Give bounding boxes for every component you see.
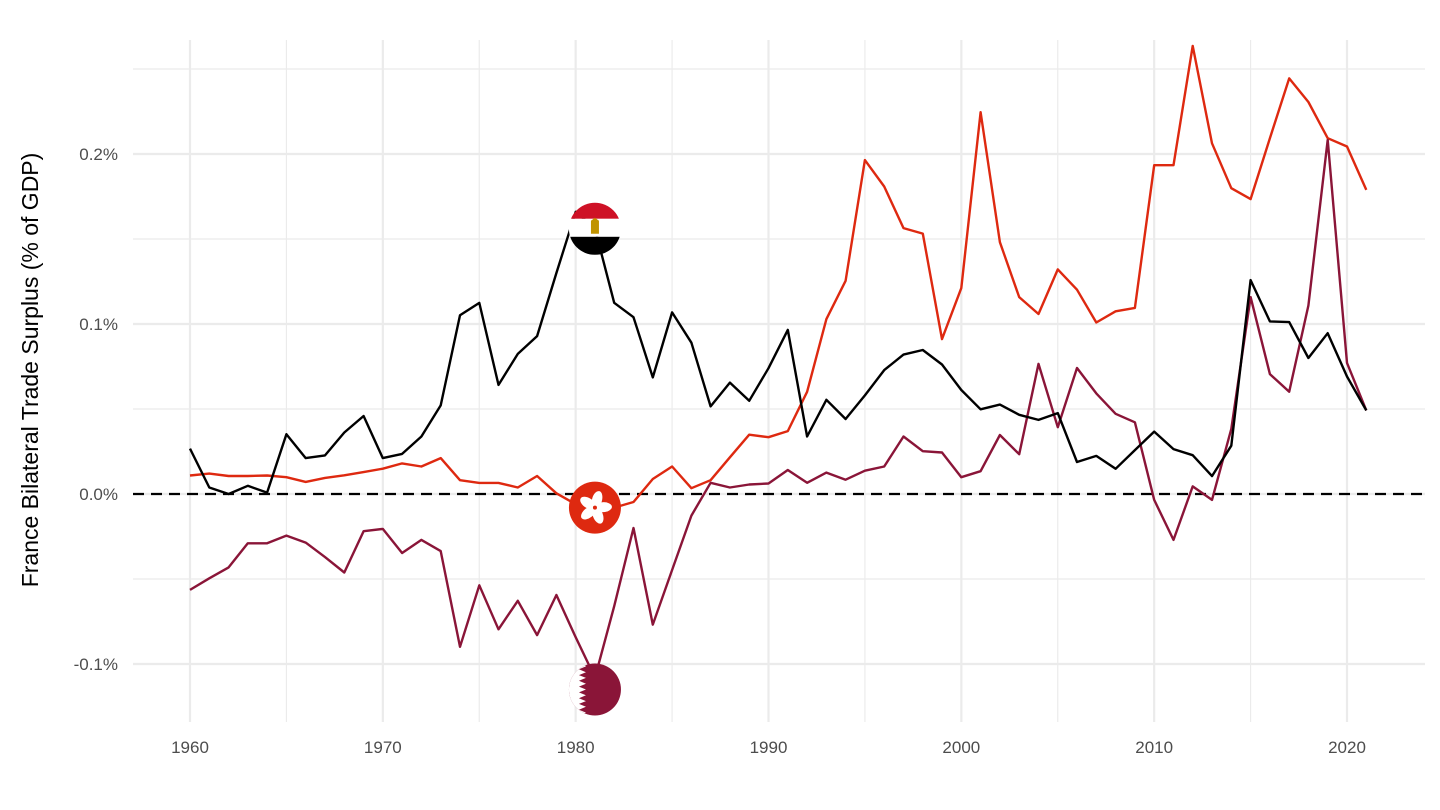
flag-qatar-body <box>568 663 621 716</box>
x-tick-label: 1980 <box>557 738 595 757</box>
flag-hong-kong-icon <box>568 481 621 534</box>
x-tick-label: 1990 <box>750 738 788 757</box>
series-lines <box>188 44 1368 679</box>
bauhinia-center <box>592 505 597 510</box>
flag-stripe-red <box>568 202 621 219</box>
flag-markers <box>568 202 621 716</box>
eagle-emblem-icon <box>590 217 599 234</box>
series-line-qatar <box>189 138 1368 679</box>
x-tick-label: 1960 <box>171 738 209 757</box>
x-axis-ticks: 1960 1970 1980 1990 2000 2010 2020 <box>171 738 1366 757</box>
y-tick-label: 0.1% <box>79 315 118 334</box>
x-tick-label: 2010 <box>1135 738 1173 757</box>
flag-hong-kong-body <box>568 481 621 534</box>
flag-qatar-icon <box>568 663 621 716</box>
flag-egypt-icon <box>568 202 621 255</box>
y-tick-label: 0.0% <box>79 485 118 504</box>
y-axis-ticks: -0.1% 0.0% 0.1% 0.2% <box>74 145 118 674</box>
x-tick-label: 2000 <box>942 738 980 757</box>
y-axis-title: France Bilateral Trade Surplus (% of GDP… <box>17 153 43 588</box>
grid-lines <box>133 40 1425 722</box>
bauhinia-petal <box>580 496 597 510</box>
x-tick-label: 2020 <box>1328 738 1366 757</box>
flag-egypt-body <box>568 202 621 255</box>
y-tick-label: -0.1% <box>74 655 118 674</box>
x-tick-label: 1970 <box>364 738 402 757</box>
series-line-egypt <box>188 210 1368 496</box>
flag-stripe-black <box>568 236 621 255</box>
series-line-hong-kong <box>189 44 1368 509</box>
y-tick-label: 0.2% <box>79 145 118 164</box>
